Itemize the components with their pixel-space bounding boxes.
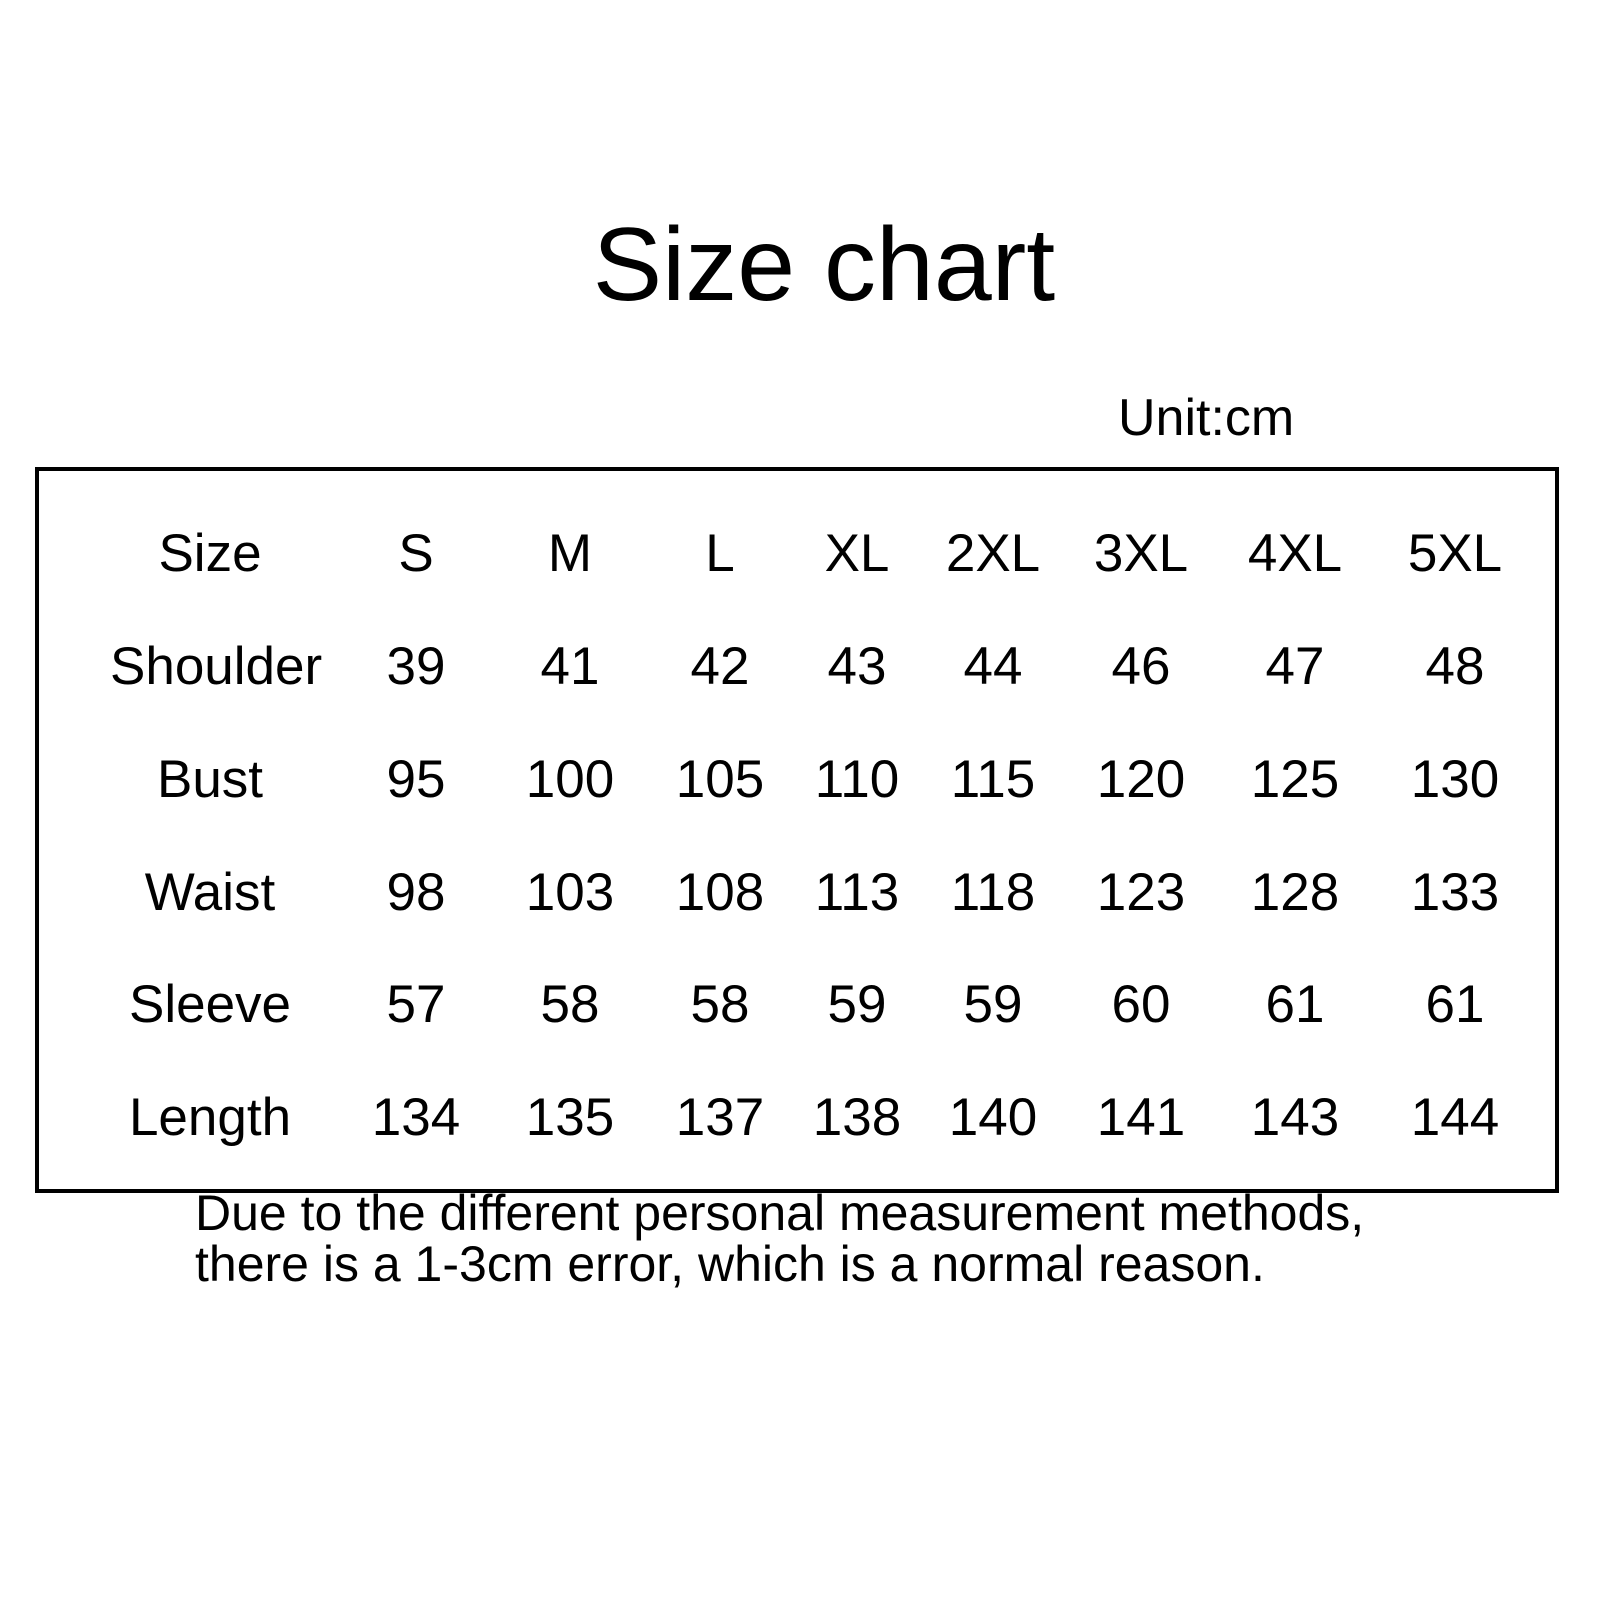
- table-cell: 135: [525, 1088, 615, 1147]
- table-cell: 42: [690, 637, 750, 696]
- table-cell: 98: [386, 863, 446, 922]
- table-cell: 60: [1111, 975, 1171, 1034]
- table-cell: 140: [948, 1088, 1038, 1147]
- row-label-sleeve: Sleeve: [128, 975, 292, 1034]
- table-cell: 44: [963, 637, 1023, 696]
- table-cell: 103: [525, 863, 615, 922]
- unit-label: Unit:cm: [1118, 389, 1295, 447]
- table-cell: 48: [1425, 637, 1485, 696]
- table-cell: 134: [371, 1088, 461, 1147]
- table-cell: 137: [675, 1088, 765, 1147]
- row-label-bust: Bust: [156, 750, 264, 809]
- table-cell: 113: [814, 863, 900, 922]
- chart-title: Size chart: [592, 207, 1056, 323]
- table-cell: 58: [540, 975, 600, 1034]
- table-cell: 57: [386, 975, 446, 1034]
- table-cell: 95: [386, 750, 446, 809]
- table-cell: 58: [690, 975, 750, 1034]
- table-cell: 144: [1410, 1088, 1500, 1147]
- table-cell: 110: [814, 750, 900, 809]
- table-cell: 125: [1250, 750, 1340, 809]
- size-table-border: [35, 467, 1559, 1193]
- header-size-label: Size: [158, 524, 262, 583]
- note-line-2: there is a 1-3cm error, which is a norma…: [195, 1236, 1265, 1292]
- header-size-3xl: 3XL: [1093, 524, 1189, 583]
- header-size-s: S: [398, 524, 434, 583]
- table-cell: 59: [963, 975, 1023, 1034]
- table-cell: 61: [1425, 975, 1485, 1034]
- table-cell: 138: [812, 1088, 902, 1147]
- header-size-l: L: [705, 524, 735, 583]
- table-cell: 47: [1265, 637, 1325, 696]
- table-cell: 108: [675, 863, 765, 922]
- header-size-4xl: 4XL: [1247, 524, 1343, 583]
- table-cell: 61: [1265, 975, 1325, 1034]
- table-cell: 115: [950, 750, 1036, 809]
- table-cell: 120: [1096, 750, 1186, 809]
- table-cell: 118: [950, 863, 1036, 922]
- table-cell: 130: [1410, 750, 1500, 809]
- table-cell: 100: [525, 750, 615, 809]
- table-cell: 43: [827, 637, 887, 696]
- table-cell: 143: [1250, 1088, 1340, 1147]
- table-cell: 123: [1096, 863, 1186, 922]
- table-cell: 141: [1096, 1088, 1186, 1147]
- table-cell: 46: [1111, 637, 1171, 696]
- table-cell: 39: [386, 637, 446, 696]
- table-cell: 133: [1410, 863, 1500, 922]
- row-label-waist: Waist: [144, 863, 276, 922]
- header-size-xl: XL: [824, 524, 890, 583]
- table-cell: 128: [1250, 863, 1340, 922]
- table-cell: 41: [540, 637, 600, 696]
- table-cell: 59: [827, 975, 887, 1034]
- row-label-shoulder: Shoulder: [110, 637, 323, 696]
- table-cell: 105: [675, 750, 765, 809]
- header-size-5xl: 5XL: [1407, 524, 1503, 583]
- header-size-m: M: [547, 524, 593, 583]
- note-line-1: Due to the different personal measuremen…: [195, 1185, 1365, 1241]
- row-label-length: Length: [128, 1088, 292, 1147]
- header-size-2xl: 2XL: [945, 524, 1041, 583]
